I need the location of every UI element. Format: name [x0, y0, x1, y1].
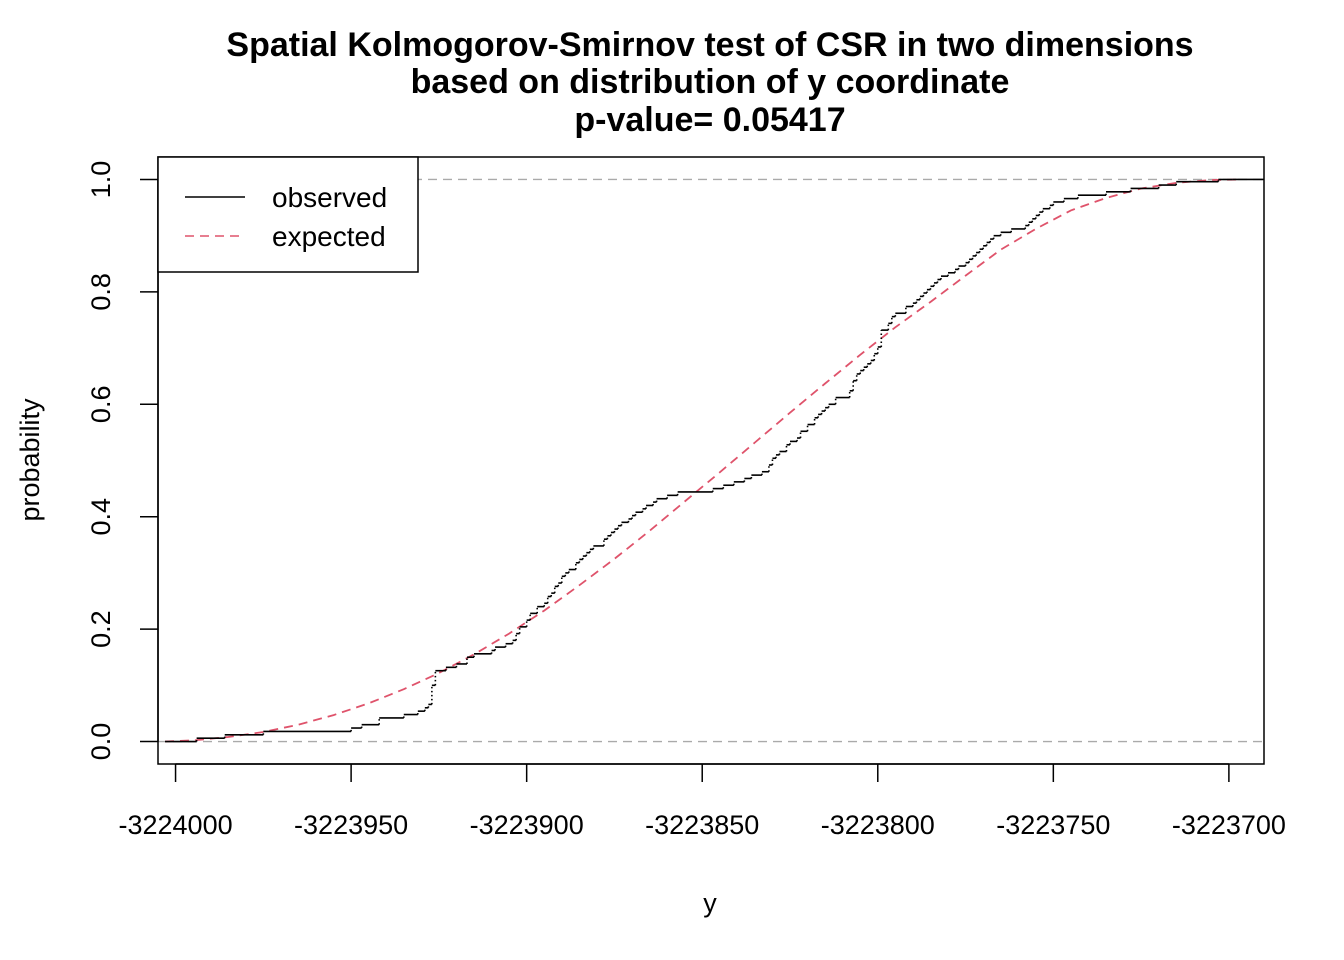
- x-tick-label: -3224000: [119, 810, 233, 840]
- expected-line: [164, 178, 1240, 743]
- x-axis-label: y: [703, 888, 717, 918]
- y-tick-label: 0.6: [86, 386, 116, 424]
- y-tick-label: 0.8: [86, 273, 116, 311]
- legend-expected-label: expected: [272, 221, 386, 252]
- legend: observed expected: [157, 156, 419, 273]
- legend-box: [157, 156, 419, 273]
- y-tick-label: 0.0: [86, 723, 116, 761]
- title-line-2: based on distribution of y coordinate: [411, 63, 1010, 101]
- x-axis: -3224000 -3223950 -3223900 -3223850 -3223800…: [119, 763, 1286, 840]
- title-line-3: p-value= 0.05417: [574, 101, 845, 139]
- chart-title: Spatial Kolmogorov-Smirnov test of CSR i…: [226, 26, 1193, 139]
- expected-series: [164, 178, 1240, 743]
- x-tick-label: -3223850: [645, 810, 759, 840]
- x-tick-label: -3223900: [470, 810, 584, 840]
- legend-observed-label: observed: [272, 182, 387, 213]
- y-tick-label: 0.2: [86, 610, 116, 648]
- title-line-1: Spatial Kolmogorov-Smirnov test of CSR i…: [226, 26, 1193, 64]
- x-tick-label: -3223950: [294, 810, 408, 840]
- x-tick-label: -3223700: [1172, 810, 1286, 840]
- x-tick-label: -3223800: [821, 810, 935, 840]
- y-tick-label: 0.4: [86, 498, 116, 536]
- x-tick-label: -3223750: [996, 810, 1110, 840]
- y-axis-label: probability: [15, 398, 45, 522]
- y-axis: 0.0 0.2 0.4 0.6 0.8 1.0: [86, 161, 159, 761]
- observed-series: [165, 178, 1264, 743]
- y-tick-label: 1.0: [86, 161, 116, 199]
